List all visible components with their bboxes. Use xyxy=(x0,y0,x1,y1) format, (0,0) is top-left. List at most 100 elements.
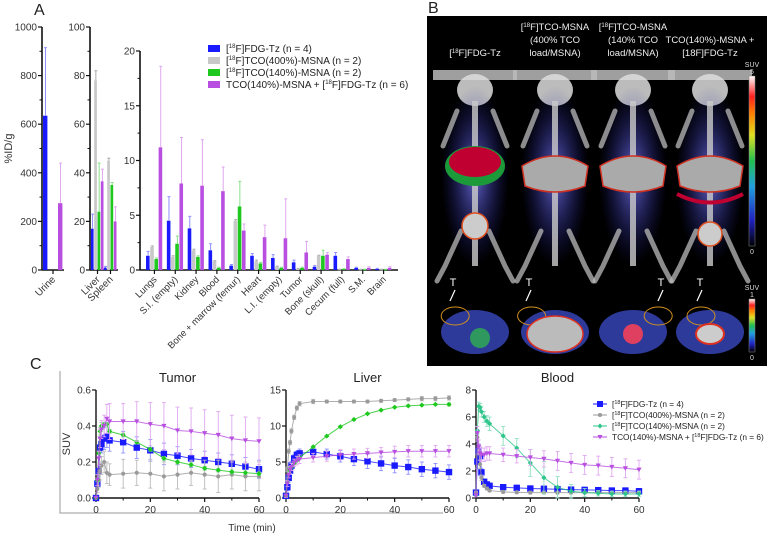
y-tick-label: 200 xyxy=(20,217,37,228)
series-combo xyxy=(283,444,452,499)
bar-fdg xyxy=(229,265,233,270)
bar-tco400 xyxy=(379,269,383,271)
marker-triangle-down xyxy=(481,452,487,458)
marker-triangle-down xyxy=(476,444,482,450)
marker-triangle-down xyxy=(609,464,615,470)
bar-fdg xyxy=(43,115,48,270)
subplot-title: Liver xyxy=(353,370,382,385)
panel-letter-a: A xyxy=(34,2,45,19)
y-tick-label: 15 xyxy=(270,386,282,397)
marker-circle xyxy=(99,463,104,468)
marker-triangle-down xyxy=(541,456,547,462)
series-tco400_line xyxy=(283,395,452,498)
x-tick-label: 40 xyxy=(389,505,401,516)
panel-c-frame xyxy=(59,371,443,514)
marker-triangle-down xyxy=(134,419,140,425)
marker-triangle-down xyxy=(291,460,297,466)
bar-combo xyxy=(346,259,350,270)
marker-circle xyxy=(148,471,153,476)
marker-circle xyxy=(102,459,107,465)
legend-label: [18F]TCO(140%)-MSNA (n = 2) xyxy=(612,421,725,431)
marker-square xyxy=(160,450,168,458)
axial-uptake xyxy=(623,324,643,344)
series-combo xyxy=(473,425,642,498)
tumor-marker: T xyxy=(450,277,457,289)
pet-column-label: load/MSNA) xyxy=(607,48,658,59)
marker-triangle-down xyxy=(188,429,194,434)
bar-combo xyxy=(221,191,225,270)
marker-circle xyxy=(477,462,483,467)
legend-label: [18F]TCO(400%)-MSNA (n = 2) xyxy=(612,410,725,420)
panel-letter-c: C xyxy=(30,356,42,373)
marker-triangle-down xyxy=(93,495,99,501)
scale-max: 1 xyxy=(750,292,754,299)
tumor-arrow-icon xyxy=(449,289,456,302)
marker-diamond xyxy=(597,423,603,429)
marker-triangle-down xyxy=(174,428,181,434)
marker-triangle-down xyxy=(446,449,452,454)
tumor-marker: T xyxy=(697,277,704,289)
pet-column-label: (140% TCO xyxy=(608,35,658,46)
bladder xyxy=(697,221,723,247)
marker-square xyxy=(513,484,520,492)
marker-diamond xyxy=(324,433,330,439)
y-tick-label: 10 xyxy=(270,422,282,433)
bar-combo xyxy=(283,238,288,270)
legend-label: [18F]TCO(400%)-MSNA (n = 2) xyxy=(226,56,361,67)
marker-triangle-down xyxy=(288,464,295,470)
bar-fdg xyxy=(146,255,150,270)
y-tick-label: 0.2 xyxy=(77,458,91,469)
x-tick-label: 20 xyxy=(335,505,347,516)
marker-circle xyxy=(487,488,492,493)
x-tick-label: 20 xyxy=(145,505,157,516)
y-tick-label: 0 xyxy=(465,494,471,505)
marker-circle xyxy=(528,490,533,495)
marker-triangle-down xyxy=(296,457,303,462)
marker-circle xyxy=(202,472,207,477)
legend-swatch-combo xyxy=(208,81,220,88)
legend-label: TCO(140%)-MSNA + [18F]FDG-Tz (n = 6) xyxy=(612,432,764,442)
x-tick-label: 0 xyxy=(473,505,479,516)
marker-diamond xyxy=(256,471,262,477)
marker-triangle-down xyxy=(392,449,398,455)
pet-column-label: [18F]FDG-Tz xyxy=(682,48,738,59)
marker-triangle-down xyxy=(622,466,629,471)
y-tick-label: 15 xyxy=(124,101,136,112)
axial-liver xyxy=(695,323,725,345)
x-tick-label: Kidney xyxy=(173,274,201,302)
marker-square xyxy=(290,455,298,462)
pet-ct-image-panel: [18F]FDG-Tz T [18F]TCO-MSNA (400% TCO load/M… xyxy=(427,16,767,366)
tumor-roi xyxy=(686,306,716,326)
marker-circle xyxy=(297,401,302,406)
x-tick-label: S.M. xyxy=(346,274,368,296)
y-tick-label: 40 xyxy=(74,168,86,179)
marker-diamond xyxy=(432,401,439,407)
y-tick-label: 100 xyxy=(68,23,85,34)
x-tick-label: 20 xyxy=(525,505,537,516)
marker-triangle-down xyxy=(582,462,588,468)
marker-circle xyxy=(514,490,519,495)
legend-label: TCO(140%)-MSNA + [18F]FDG-Tz (n = 6) xyxy=(226,80,408,91)
axial-uptake xyxy=(470,328,490,348)
marker-circle xyxy=(479,475,484,480)
bar-tco400 xyxy=(337,269,342,271)
marker-diamond xyxy=(478,409,485,415)
marker-square xyxy=(377,460,385,467)
marker-circle xyxy=(189,470,194,475)
line-subplot-liver: Liver 0 5 10 15 0 20 40 60 xyxy=(270,370,455,516)
bar-combo xyxy=(158,147,163,270)
legend-swatch-fdg xyxy=(208,45,220,52)
y-axis-label: SUV xyxy=(61,432,73,455)
marker-diamond xyxy=(392,404,398,410)
marker-triangle-down xyxy=(215,432,221,438)
marker-circle xyxy=(419,396,424,401)
bar-fdg xyxy=(354,267,358,270)
subplot-title: Tumor xyxy=(159,370,197,385)
marker-square xyxy=(527,485,534,492)
marker-square xyxy=(499,484,507,491)
marker-diamond xyxy=(351,416,357,423)
marker-circle xyxy=(161,474,166,479)
tumor-arrow-icon xyxy=(696,289,703,302)
